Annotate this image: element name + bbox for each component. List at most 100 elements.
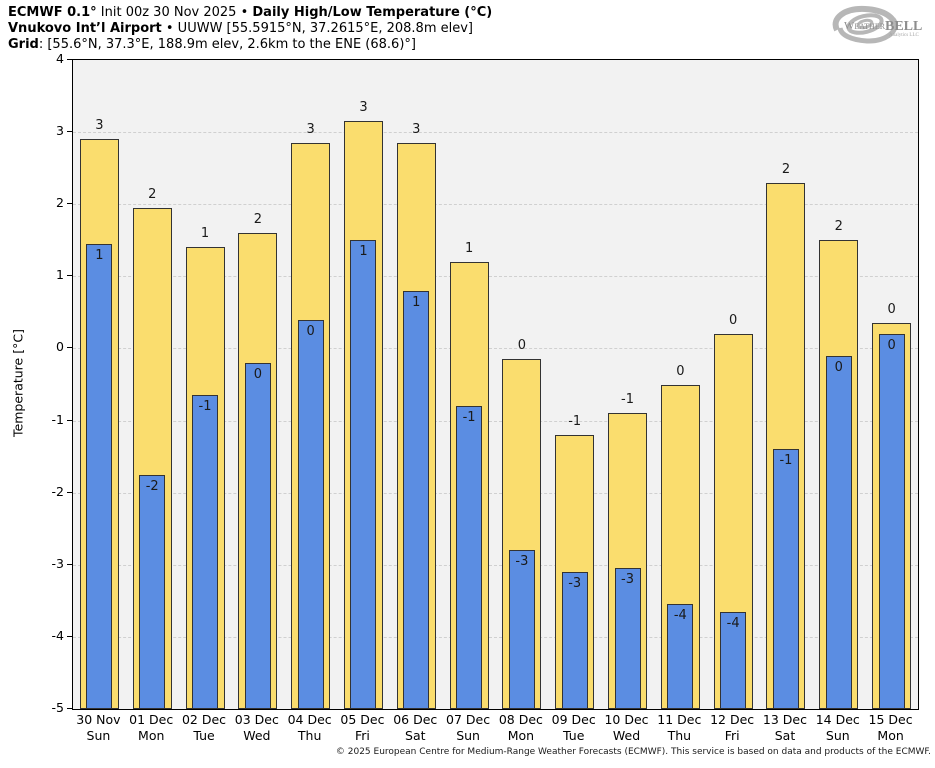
x-axis-label: 09 Dec Tue xyxy=(544,712,604,744)
y-axis-title: Temperature [°C] xyxy=(10,329,26,437)
low-bar xyxy=(192,395,219,709)
weatherbell-logo: Weather BELL Analytics LLC xyxy=(832,5,922,44)
x-axis-label: 10 Dec Wed xyxy=(597,712,657,744)
high-value-label: 3 xyxy=(359,100,368,116)
chart-header: ECMWF 0.1° Init 00z 30 Nov 2025 • Daily … xyxy=(8,5,492,53)
model-name: ECMWF 0.1° xyxy=(8,5,97,20)
x-axis-day: Mon xyxy=(877,728,904,743)
copyright-notice: © 2025 European Centre for Medium-Range … xyxy=(335,747,931,757)
low-value-label: -3 xyxy=(621,572,635,588)
x-axis-date: 03 Dec xyxy=(234,712,279,727)
y-axis-tick xyxy=(67,491,72,493)
logo-text-bell: BELL xyxy=(885,19,922,34)
high-value-label: 1 xyxy=(464,240,474,256)
x-axis-day: Sun xyxy=(86,728,111,743)
grid-label: Grid xyxy=(8,37,39,52)
high-value-label: -1 xyxy=(621,392,635,408)
x-axis-label: 05 Dec Fri xyxy=(332,712,392,744)
low-value-label: 1 xyxy=(95,247,104,263)
x-axis-day: Tue xyxy=(563,728,585,743)
low-value-label: -3 xyxy=(568,575,582,591)
hurricane-swirl-icon xyxy=(832,5,898,44)
y-axis-tick-label: -4 xyxy=(51,627,64,643)
low-value-label: 0 xyxy=(887,338,896,354)
low-value-label: -4 xyxy=(673,608,687,624)
high-value-label: 0 xyxy=(517,338,527,354)
x-axis-label: 30 Nov Sun xyxy=(68,712,128,744)
header-line-1: ECMWF 0.1° Init 00z 30 Nov 2025 • Daily … xyxy=(8,5,492,21)
x-axis-date: 14 Dec xyxy=(815,712,860,727)
low-bar xyxy=(561,571,588,709)
grid-coords: : [55.6°N, 37.3°E, 188.9m elev, 2.6km to… xyxy=(38,37,416,52)
x-axis-date: 13 Dec xyxy=(762,712,807,727)
x-axis-label: 07 Dec Sun xyxy=(438,712,498,744)
low-value-label: -3 xyxy=(515,554,529,570)
gridline xyxy=(73,348,918,350)
x-axis-date: 06 Dec xyxy=(393,712,438,727)
y-axis-tick-label: 3 xyxy=(56,123,64,139)
high-value-label: 2 xyxy=(834,219,843,235)
x-axis-day: Thu xyxy=(297,728,322,743)
header-line-3: Grid: [55.6°N, 37.3°E, 188.9m elev, 2.6k… xyxy=(8,37,492,53)
x-axis-date: 08 Dec xyxy=(498,712,543,727)
high-value-label: -1 xyxy=(568,413,582,429)
x-axis-day: Wed xyxy=(612,728,641,743)
high-value-label: 2 xyxy=(148,186,157,202)
x-axis-date: 30 Nov xyxy=(76,712,121,727)
y-axis-tick-label: -3 xyxy=(51,555,64,571)
gridline xyxy=(73,564,918,566)
high-value-label: 0 xyxy=(887,302,896,318)
low-value-label: -1 xyxy=(462,410,476,426)
y-axis-tick xyxy=(67,419,72,421)
low-value-label: 0 xyxy=(834,359,843,375)
chart-title: Daily High/Low Temperature (°C) xyxy=(252,5,493,20)
high-value-label: 1 xyxy=(200,226,210,242)
y-axis-tick-label: 4 xyxy=(56,51,64,66)
y-axis-tick xyxy=(67,59,72,60)
low-bar xyxy=(403,290,430,709)
x-axis-date: 09 Dec xyxy=(551,712,596,727)
x-axis-date: 04 Dec xyxy=(287,712,332,727)
x-axis-label: 13 Dec Sat xyxy=(755,712,815,744)
y-axis-tick-label: -1 xyxy=(51,411,64,427)
x-axis-date: 15 Dec xyxy=(868,712,913,727)
y-axis-tick xyxy=(67,708,72,709)
high-value-label: 3 xyxy=(412,121,421,137)
init-time: Init 00z 30 Nov 2025 • xyxy=(96,5,253,20)
x-axis-day: Thu xyxy=(667,728,692,743)
y-axis-tick-label: 1 xyxy=(56,267,64,283)
x-axis-label: 01 Dec Mon xyxy=(121,712,181,744)
high-value-label: 0 xyxy=(676,363,685,379)
low-bar xyxy=(878,334,905,709)
gridline xyxy=(73,420,918,422)
low-value-label: 0 xyxy=(306,323,315,339)
low-bar xyxy=(508,550,535,709)
x-axis-label: 06 Dec Sat xyxy=(385,712,445,744)
x-axis-day: Mon xyxy=(138,728,165,743)
x-axis-label: 11 Dec Thu xyxy=(649,712,709,744)
x-axis-day: Fri xyxy=(355,728,370,743)
x-axis-label: 03 Dec Wed xyxy=(227,712,287,744)
low-value-label: 0 xyxy=(253,366,262,382)
low-bar xyxy=(139,474,166,709)
x-axis-label: 15 Dec Mon xyxy=(861,712,921,744)
gridline xyxy=(73,204,918,206)
low-bar xyxy=(614,568,641,709)
x-axis-day: Sun xyxy=(825,728,850,743)
y-axis-tick-label: 0 xyxy=(56,339,64,355)
low-bar xyxy=(456,406,483,709)
gridline xyxy=(73,636,918,638)
x-axis-date: 02 Dec xyxy=(181,712,227,727)
x-axis-day: Sun xyxy=(456,728,480,743)
y-axis-tick xyxy=(67,275,72,277)
station-coords: • UUWW [55.5915°N, 37.2615°E, 208.8m ele… xyxy=(161,21,473,36)
x-axis-label: 12 Dec Fri xyxy=(702,712,762,744)
x-axis-date: 05 Dec xyxy=(340,712,385,727)
x-axis-date: 11 Dec xyxy=(657,712,702,727)
gridline xyxy=(73,492,918,494)
plot-area: 3 1 2 -2 1 -1 2 0 3 0 3 1 3 1 1 -1 0 -3 -1 -3 -1 -3 0 -4 0 -4 2 -1 2… xyxy=(72,59,919,710)
gridline xyxy=(73,132,918,134)
low-bar xyxy=(772,449,799,709)
low-bar xyxy=(244,362,271,709)
x-axis-label: 14 Dec Sun xyxy=(808,712,868,744)
